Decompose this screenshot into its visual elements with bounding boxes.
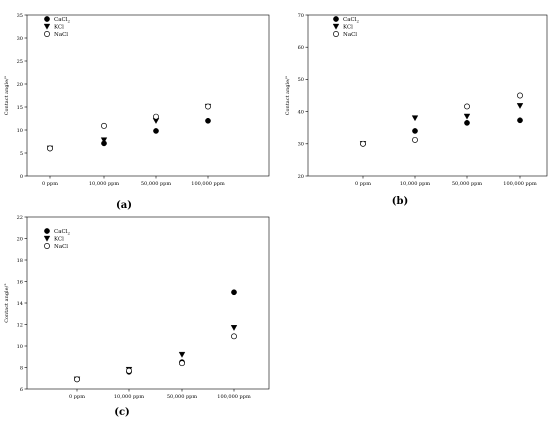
data-point-kcl [178,351,186,358]
data-point-cacl2 [205,117,211,124]
y-tick-label: 60 [298,45,304,51]
y-tick-label: 50 [298,77,304,83]
data-point-cacl2 [517,117,523,124]
x-tick-label: 100,000 ppm [217,394,251,400]
x-tick-label: 0 ppm [355,181,371,187]
y-tick-label: 30 [298,142,304,148]
chart-panel-2: 20 30 40 50 60 70 0 ppm 10,000 ppm 50,000 ppm 100… [285,13,548,207]
x-tick-label: 0 ppm [42,181,58,187]
data-point-kcl [411,115,419,122]
data-point-nacl [74,376,80,383]
data-point-nacl [360,140,366,147]
y-tick-label: 30 [17,36,23,42]
y-tick-label: 20 [298,174,304,180]
y-tick-label: 5 [20,151,23,157]
x-tick-label: 10,000 ppm [114,394,144,400]
data-point-nacl [464,103,470,110]
plot-frame [307,14,548,177]
x-tick-label: 10,000 ppm [89,181,119,187]
data-point-nacl [101,122,107,129]
y-tick-label: 22 [17,215,23,221]
legend-marker [44,31,50,37]
legend-label: NaCl [343,32,357,38]
y-tick-label: 16 [17,279,23,285]
data-point-cacl2 [153,128,159,134]
data-point-nacl [47,145,53,152]
data-point-kcl [100,137,108,144]
legend-marker [43,23,51,30]
legend-label: CaCl2 [54,229,70,235]
x-tick-label: 100,000 ppm [503,181,537,187]
x-tick-label: 0 ppm [69,394,85,400]
data-point-cacl2 [231,289,237,296]
y-tick-label: 0 [20,174,23,180]
y-tick-label: 35 [17,13,23,19]
legend-label: NaCl [54,32,68,38]
legend-marker [44,16,50,22]
plot-frame [26,14,270,177]
data-point-kcl [516,103,524,109]
legend-marker [44,228,50,234]
y-tick-label: 25 [17,59,23,65]
data-point-nacl [179,360,185,367]
data-point-nacl [231,333,237,340]
panel-label: (a) [116,200,132,211]
y-tick-label: 10 [17,344,23,350]
chart-panel-3: 6 8 10 12 14 16 18 20 22 0 ppm 10,000 ppm 50,000 pp… [4,215,270,418]
y-tick-label: 18 [17,258,23,264]
y-tick-label: 10 [17,128,23,134]
legend-marker [333,16,339,22]
panel-label: (b) [392,196,408,207]
data-point-kcl [463,113,471,120]
data-point-kcl [230,325,238,331]
y-tick-label: 40 [298,109,304,115]
x-tick-label: 50,000 ppm [167,394,197,400]
data-point-cacl2 [464,120,470,126]
legend-label: NaCl [54,244,68,250]
data-point-nacl [205,103,211,110]
x-tick-label: 100,000 ppm [191,181,225,187]
legend-label: KCl [343,25,353,31]
data-point-nacl [517,92,523,99]
y-tick-label: 15 [17,105,23,111]
y-tick-label: 12 [17,322,23,328]
legend-marker [333,31,339,37]
y-axis-label: Contact angle/° [4,283,10,323]
legend-label: KCl [54,25,64,31]
data-point-nacl [126,367,132,374]
x-tick-label: 50,000 ppm [141,181,171,187]
chart-panel-1: 0 5 10 15 20 25 30 35 0 ppm 10,000 ppm 50,000 ppm 1… [4,13,270,211]
y-axis-label: Contact angle/° [4,75,10,115]
x-tick-label: 10,000 ppm [400,181,430,187]
y-axis-label: Contact angle/° [285,75,291,115]
y-tick-label: 70 [298,13,304,19]
legend-label: CaCl2 [343,17,359,23]
y-tick-label: 20 [17,82,23,88]
legend-marker [43,235,51,242]
data-point-nacl [412,136,418,143]
legend-marker [332,23,340,30]
data-point-nacl [153,113,159,120]
x-tick-label: 50,000 ppm [452,181,482,187]
y-tick-label: 14 [17,301,23,307]
legend-marker [44,243,50,249]
panel-label: (c) [114,407,130,418]
plot-frame [26,216,270,390]
legend-label: CaCl2 [54,17,70,23]
data-point-cacl2 [412,128,418,134]
legend-label: KCl [54,237,64,243]
y-tick-label: 20 [17,236,23,242]
y-tick-label: 8 [20,365,23,371]
y-tick-label: 6 [20,387,23,393]
